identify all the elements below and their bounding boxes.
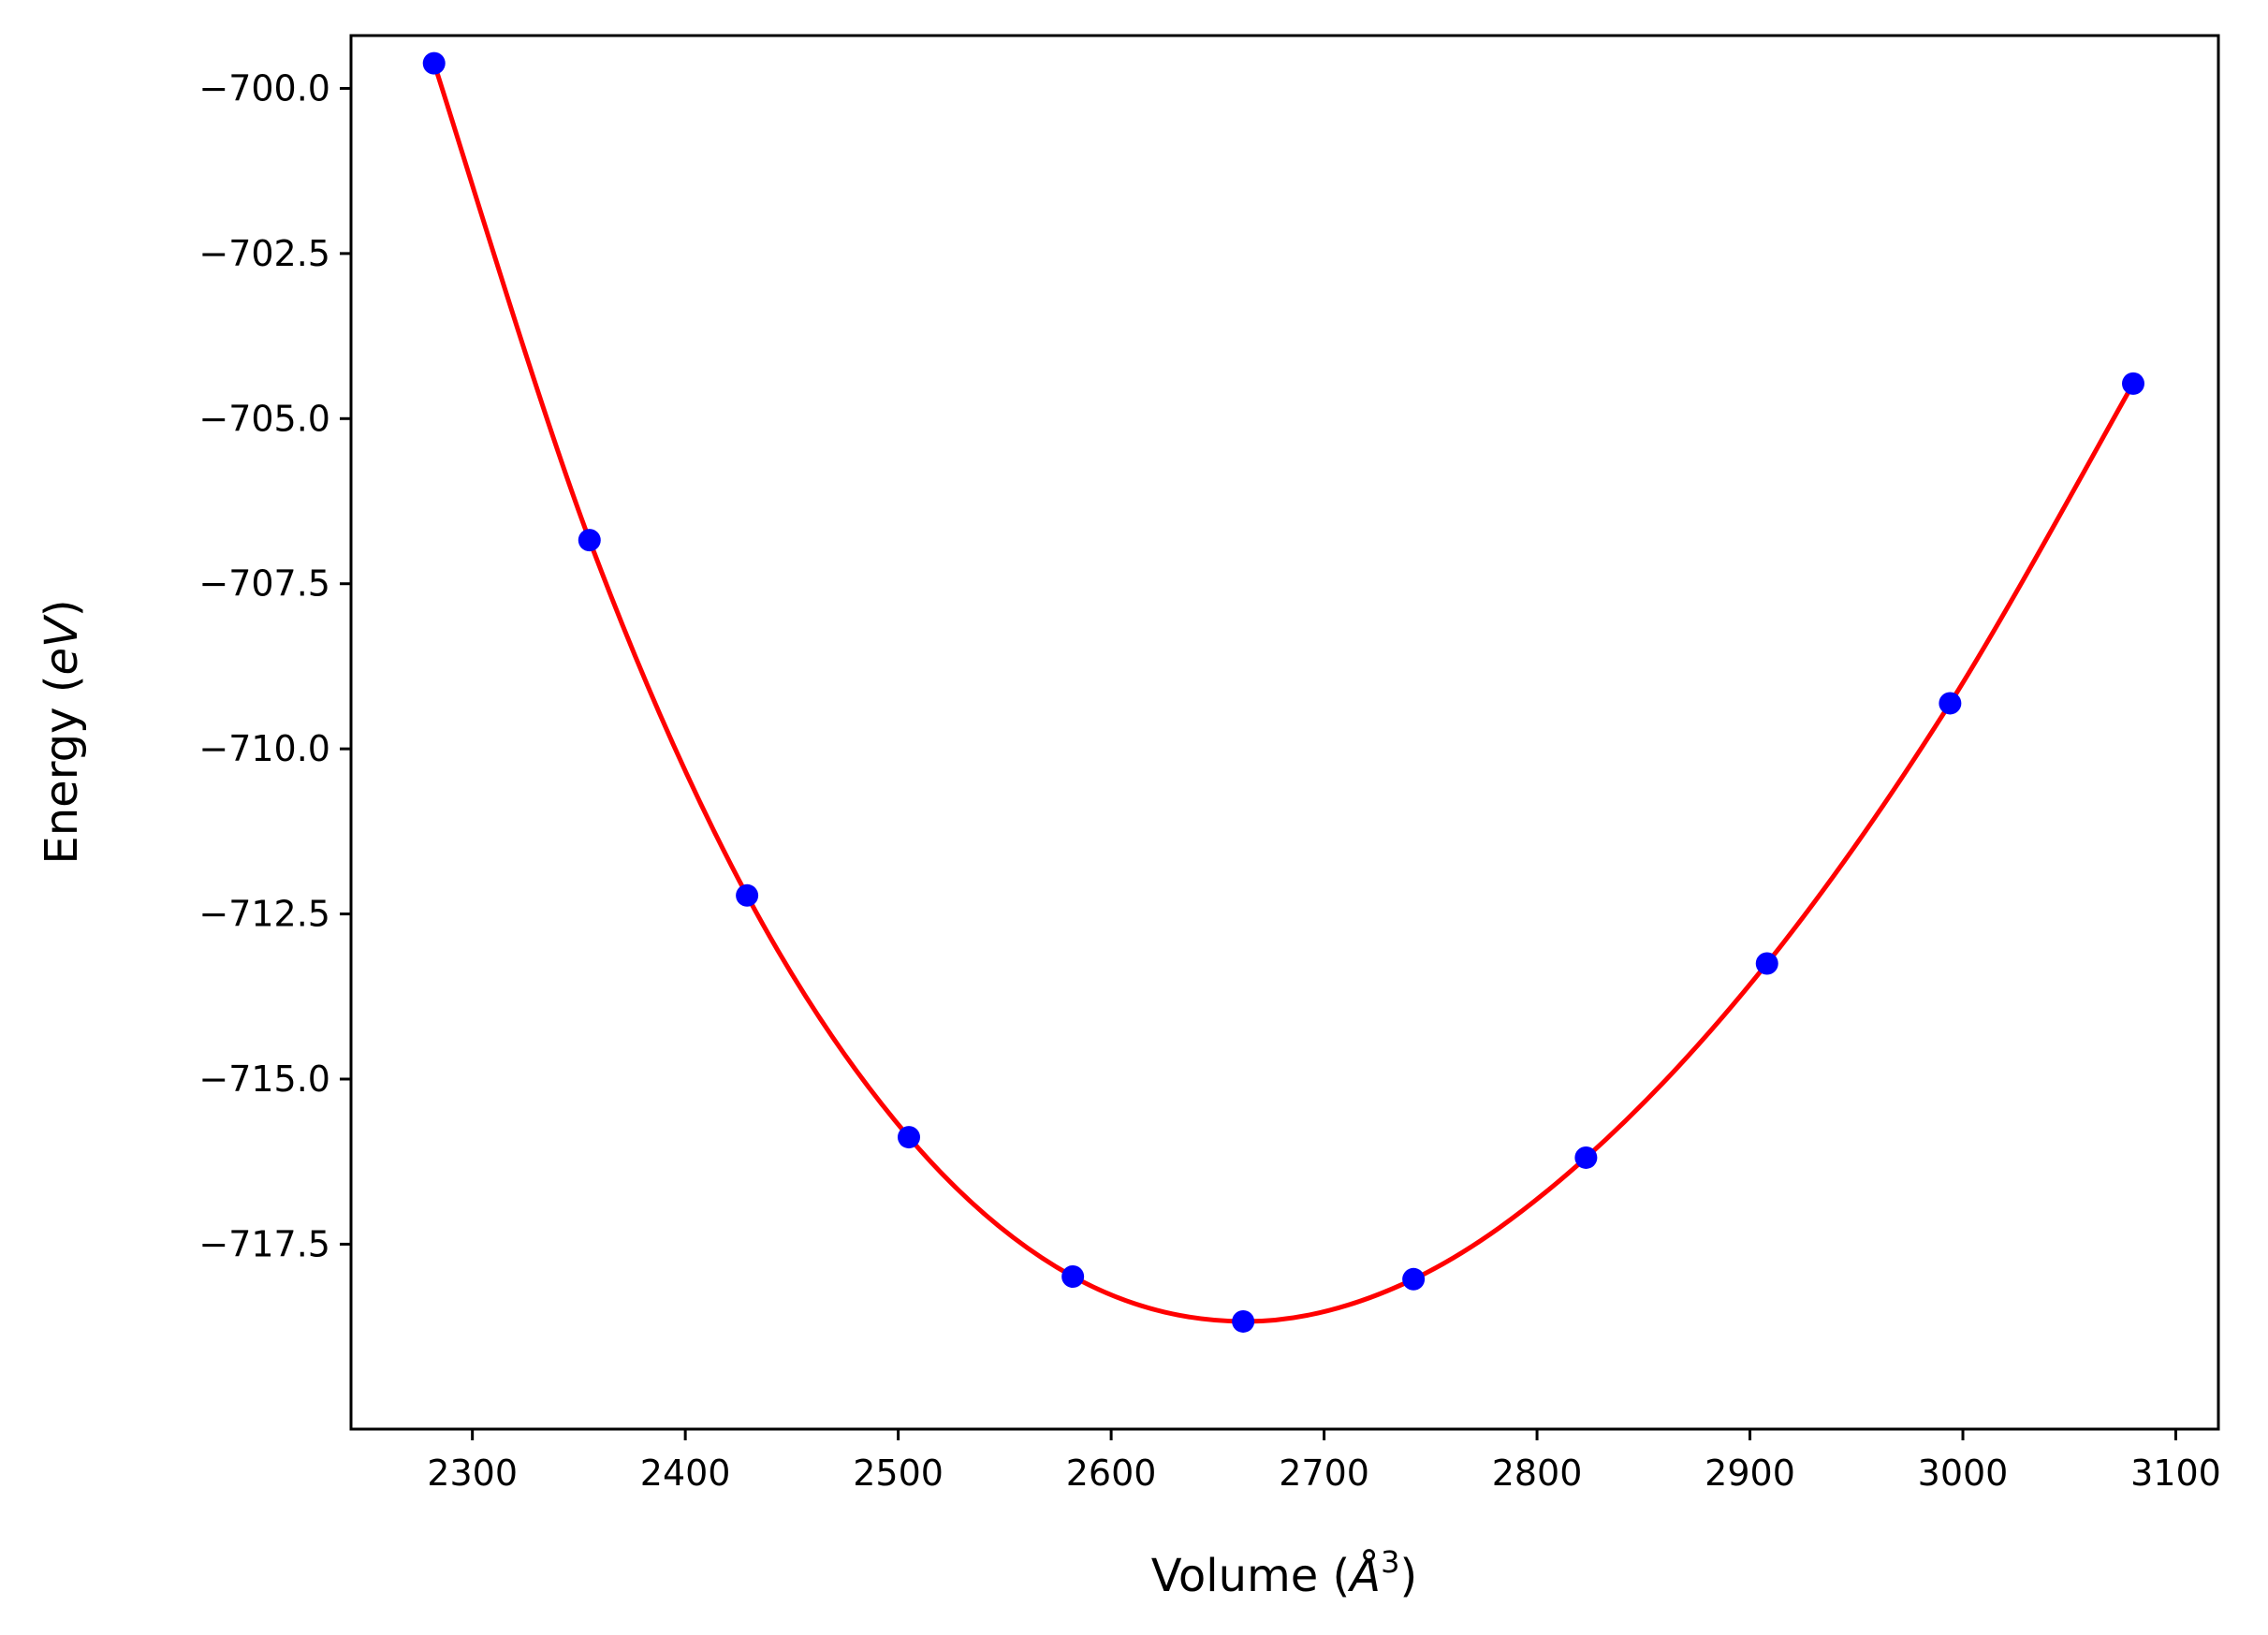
y-axis-label: Energy (eV): [36, 599, 88, 864]
data-point: [897, 1126, 920, 1149]
y-tick-label: −705.0: [198, 398, 330, 439]
x-tick-label: 2900: [1705, 1453, 1795, 1494]
fit-curve-line: [432, 62, 2136, 1324]
data-point: [422, 51, 446, 75]
x-tick-label: 2500: [853, 1453, 944, 1494]
data-point: [578, 529, 601, 552]
y-tick-label: −700.0: [198, 67, 330, 109]
x-tick-label: 2800: [1492, 1453, 1583, 1494]
data-point: [2122, 372, 2145, 395]
x-tick-label: 2700: [1279, 1453, 1369, 1494]
data-point: [736, 883, 759, 907]
y-tick-label: −717.5: [198, 1223, 330, 1264]
data-points-layer: [422, 51, 2145, 1333]
y-tick-label: −712.5: [198, 894, 330, 935]
y-tick-label: −715.0: [198, 1058, 330, 1100]
y-tick-label: −702.5: [198, 233, 330, 274]
x-tick-label: 2400: [640, 1453, 731, 1494]
x-axis-label: Volume (Å3): [1151, 1544, 1417, 1602]
fit-curve-layer: [432, 62, 2136, 1324]
y-axis-label-close: ): [36, 599, 88, 617]
x-tick-label: 2300: [427, 1453, 518, 1494]
x-ticks: 2300 2400 2500 2600 2700 2800 2900 3000 3100: [427, 1429, 2221, 1494]
x-tick-label: 3000: [1918, 1453, 2009, 1494]
data-point: [1939, 692, 1962, 715]
x-axis-label-close: ): [1399, 1550, 1417, 1602]
y-ticks: −700.0 −702.5 −705.0 −707.5 −710.0 −712.5 −715…: [198, 67, 351, 1264]
x-tick-label: 2600: [1066, 1453, 1157, 1494]
x-axis-label-symbol: Å: [1347, 1549, 1381, 1602]
y-tick-label: −710.0: [198, 728, 330, 769]
data-point: [1574, 1146, 1598, 1169]
y-axis-label-text: Energy (: [36, 676, 88, 865]
x-axis-label-exponent: 3: [1381, 1544, 1399, 1580]
y-axis-label-unit: eV: [36, 614, 88, 676]
x-tick-label: 3100: [2130, 1453, 2221, 1494]
data-point: [1061, 1264, 1085, 1288]
x-axis-label-text: Volume (: [1151, 1550, 1351, 1602]
y-tick-label: −707.5: [198, 563, 330, 605]
data-point: [1232, 1309, 1255, 1333]
plot-frame: [349, 34, 2220, 1431]
data-point: [1402, 1267, 1426, 1291]
data-point: [1755, 952, 1778, 975]
